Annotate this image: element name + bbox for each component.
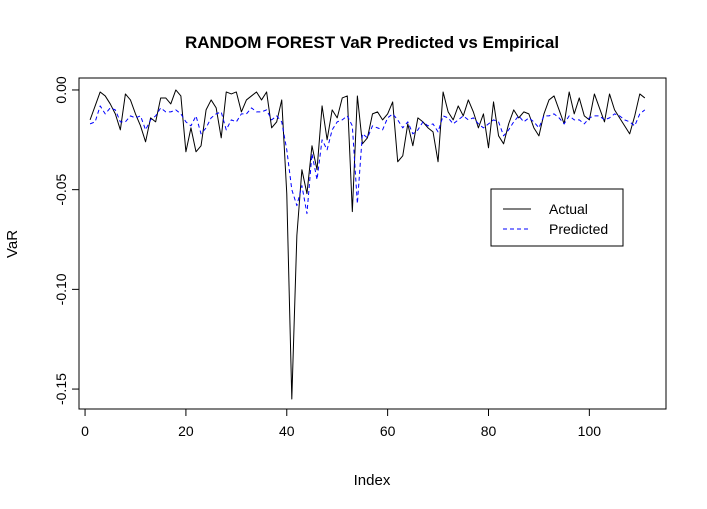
y-axis-label: VaR <box>4 230 21 258</box>
x-tick-label: 100 <box>578 423 602 439</box>
y-tick-label: -0.15 <box>53 373 69 405</box>
x-tick-label: 0 <box>81 423 89 439</box>
series-line-actual <box>89 89 646 400</box>
x-axis-label: Index <box>354 472 391 489</box>
x-tick-label: 40 <box>279 423 295 439</box>
legend-box <box>490 188 624 247</box>
y-tick-label: 0.00 <box>53 76 69 103</box>
x-tick-label: 20 <box>178 423 194 439</box>
y-tick-label: -0.10 <box>53 273 69 305</box>
y-tick-label: -0.05 <box>53 173 69 205</box>
chart-title: RANDOM FOREST VaR Predicted vs Empirical <box>185 33 559 52</box>
legend-label-actual: Actual <box>549 201 588 217</box>
x-tick-label: 80 <box>481 423 497 439</box>
x-axis: 0 20 40 60 80 100 <box>81 408 602 439</box>
x-tick-label: 60 <box>380 423 396 439</box>
y-axis: 0.00 -0.05 -0.10 -0.15 <box>53 76 80 405</box>
series-line-predicted <box>89 105 646 215</box>
legend: Actual Predicted <box>490 188 624 247</box>
series-layer <box>89 89 646 400</box>
legend-label-predicted: Predicted <box>549 221 608 237</box>
